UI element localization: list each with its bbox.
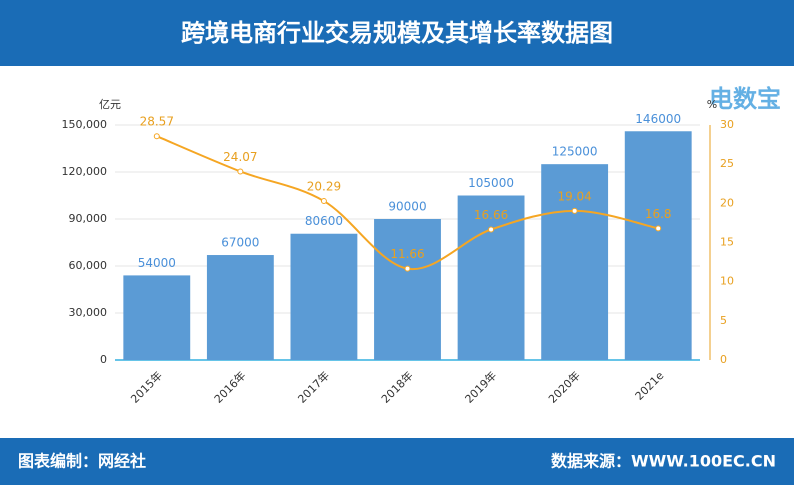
y2-tick-label: 25 — [720, 157, 734, 170]
y-tick-label: 60,000 — [69, 259, 108, 272]
y2-tick-label: 20 — [720, 196, 734, 209]
y2-axis-label: % — [707, 98, 717, 111]
logo: 电数宝 — [709, 85, 781, 113]
y-tick-label: 0 — [100, 353, 107, 366]
y-tick-label: 120,000 — [62, 165, 108, 178]
bar — [624, 131, 692, 360]
footer-bar — [0, 438, 794, 485]
bar-value-label: 105000 — [468, 176, 514, 190]
line-value-label: 20.29 — [307, 180, 341, 194]
bar — [123, 275, 191, 360]
bar — [374, 219, 441, 360]
y2-tick-label: 10 — [720, 275, 734, 288]
y2-tick-label: 15 — [720, 236, 734, 249]
y2-tick-label: 5 — [720, 314, 727, 327]
line-point — [571, 207, 578, 214]
line-value-label: 16.8 — [645, 207, 672, 221]
line-value-label: 24.07 — [223, 150, 257, 164]
footer-left: 图表编制：网经社 — [18, 452, 146, 471]
bar-value-label: 80600 — [305, 214, 343, 228]
line-point — [488, 226, 495, 233]
title: 跨境电商行业交易规模及其增长率数据图 — [181, 19, 613, 47]
line-value-label: 28.57 — [140, 115, 174, 129]
line-point — [153, 133, 160, 140]
line-value-label: 19.04 — [557, 189, 591, 203]
bar-value-label: 125000 — [552, 145, 598, 159]
bar — [290, 233, 358, 360]
line-value-label: 16.66 — [474, 208, 508, 222]
y-axis-label: 亿元 — [99, 98, 121, 111]
bar — [541, 164, 609, 360]
line-value-label: 11.66 — [390, 247, 424, 261]
bar — [206, 255, 274, 360]
bar-value-label: 146000 — [635, 112, 681, 126]
line-point — [320, 198, 327, 205]
y-tick-label: 30,000 — [69, 306, 108, 319]
line-point — [237, 168, 244, 175]
y-tick-label: 90,000 — [69, 212, 108, 225]
header-bar — [0, 0, 794, 66]
line-point — [655, 225, 662, 232]
bar-value-label: 90000 — [388, 200, 426, 214]
line-point — [404, 265, 411, 272]
y2-tick-label: 0 — [720, 353, 727, 366]
y-tick-label: 150,000 — [62, 118, 108, 131]
bar-value-label: 67000 — [221, 236, 259, 250]
footer-right: 数据来源：WWW.100EC.CN — [551, 452, 776, 471]
y2-tick-label: 30 — [720, 118, 734, 131]
bar-value-label: 54000 — [138, 256, 176, 270]
